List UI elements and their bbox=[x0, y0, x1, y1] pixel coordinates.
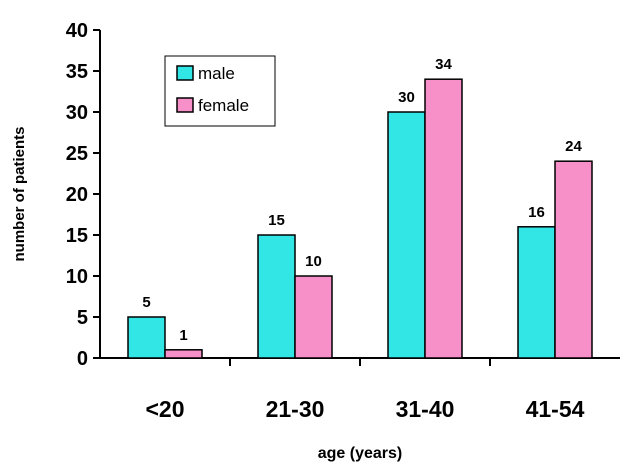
x-tick-label: 41-54 bbox=[526, 396, 585, 422]
y-tick-label: 0 bbox=[77, 348, 88, 370]
bar-female bbox=[555, 161, 592, 358]
bar-male bbox=[518, 227, 555, 358]
y-tick-label: 40 bbox=[66, 20, 88, 42]
bar-female bbox=[425, 79, 462, 358]
legend-swatch-male bbox=[177, 66, 193, 80]
x-axis-title: age (years) bbox=[318, 445, 403, 462]
bar-value-label: 1 bbox=[179, 327, 187, 344]
bar-value-label: 10 bbox=[305, 253, 322, 270]
bar-male bbox=[388, 112, 425, 358]
bar-male bbox=[128, 317, 165, 358]
bar-value-label: 5 bbox=[142, 294, 150, 311]
y-tick-label: 35 bbox=[66, 61, 88, 83]
legend-label-male: male bbox=[198, 64, 235, 83]
plot-area: 0 5 10 15 20 25 30 35 40 5 1 <20 15 10 21-30 30 34 31-40 1… bbox=[66, 20, 620, 422]
y-tick-label: 5 bbox=[77, 307, 88, 329]
bar-female bbox=[165, 350, 202, 358]
bar-value-label: 34 bbox=[435, 56, 452, 73]
bar-female bbox=[295, 276, 332, 358]
y-tick-label: 15 bbox=[66, 225, 88, 247]
x-tick-label: 21-30 bbox=[266, 396, 325, 422]
legend: male female bbox=[165, 56, 275, 126]
bar-value-label: 16 bbox=[528, 204, 545, 221]
y-tick-label: 25 bbox=[66, 143, 88, 165]
y-tick-label: 10 bbox=[66, 266, 88, 288]
bar-male bbox=[258, 235, 295, 358]
y-tick-label: 20 bbox=[66, 184, 88, 206]
x-tick-label: <20 bbox=[145, 396, 184, 422]
y-tick-label: 30 bbox=[66, 102, 88, 124]
y-axis-title: number of patients bbox=[11, 126, 28, 261]
bar-value-label: 15 bbox=[268, 212, 285, 229]
bar-value-label: 24 bbox=[565, 138, 582, 155]
legend-swatch-female bbox=[177, 98, 193, 112]
legend-label-female: female bbox=[198, 96, 249, 115]
x-tick-label: 31-40 bbox=[396, 396, 455, 422]
bar-value-label: 30 bbox=[398, 89, 415, 106]
